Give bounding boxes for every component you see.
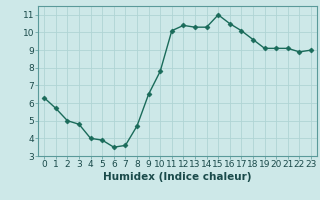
X-axis label: Humidex (Indice chaleur): Humidex (Indice chaleur)	[103, 172, 252, 182]
